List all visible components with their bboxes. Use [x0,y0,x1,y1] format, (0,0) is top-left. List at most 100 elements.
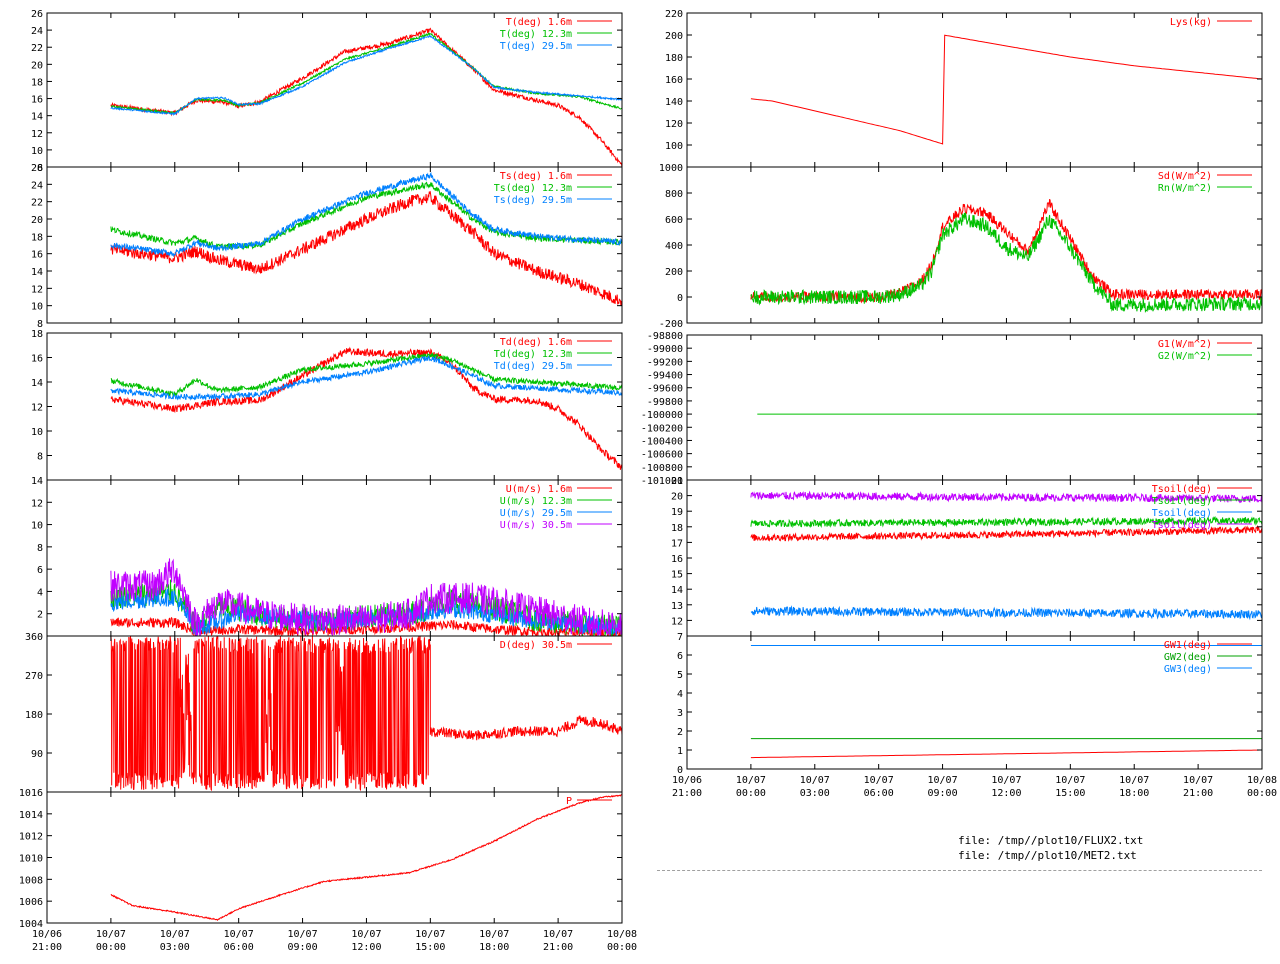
y-tick-label: -99000 [647,344,683,355]
y-tick-label: 1008 [19,875,43,886]
x-tick-label: 00:00 [736,788,766,799]
y-tick-label: 4 [37,587,43,598]
x-tick-label: 21:00 [543,942,573,953]
y-tick-label: 22 [31,198,43,209]
panel-groundwater-data [750,645,1262,759]
x-tick-label: 03:00 [160,942,190,953]
y-tick-label: 1016 [19,788,43,799]
panel-wind-dir-data [110,636,622,792]
x-tick-label: 10/07 [800,775,830,786]
y-tick-label: 360 [25,632,43,643]
panel-air-temp-data [110,27,622,167]
x-tick-label: 00:00 [96,942,126,953]
series-line [110,171,622,258]
y-tick-label: 200 [665,267,683,278]
y-tick-label: 0 [677,293,683,304]
legend-label: GW2(deg) [1164,652,1212,663]
y-tick-label: 1006 [19,897,43,908]
y-tick-label: 20 [671,492,683,503]
series-line [750,198,1262,304]
legend-label: Tsoil(deg) [1152,508,1212,519]
y-tick-label: -101000 [641,476,683,487]
legend-label: Sd(W/m^2) [1158,171,1212,182]
y-tick-label: 1004 [19,919,43,930]
y-tick-label: 18 [31,232,43,243]
y-tick-label: 8 [37,452,43,463]
y-tick-label: 12 [31,403,43,414]
legend-label: U(m/s) 29.5m [500,508,572,519]
y-tick-label: -99600 [647,384,683,395]
y-tick-label: 14 [31,267,43,278]
file-label-met: file: /tmp//plot10/MET2.txt [958,849,1137,862]
legend-label: Td(deg) 29.5m [494,361,572,372]
y-tick-label: 600 [665,215,683,226]
x-tick-label: 10/06 [32,929,62,940]
y-tick-label: 5 [677,670,683,681]
y-tick-label: 21 [671,476,683,487]
x-tick-label: 21:00 [1183,788,1213,799]
y-tick-label: -100600 [641,450,683,461]
y-tick-label: 90 [31,749,43,760]
x-tick-label: 10/07 [415,929,445,940]
y-tick-label: 270 [25,671,43,682]
x-tick-label: 12:00 [991,788,1021,799]
y-tick-label: 14 [31,476,43,487]
series-line [750,34,1262,145]
series-line [110,27,622,167]
legend-label: GW1(deg) [1164,640,1212,651]
x-tick-label: 18:00 [479,942,509,953]
x-tick-label: 18:00 [1119,788,1149,799]
legend-label: Tsoil(deg) [1152,520,1212,531]
panel-sonic-temp-data [110,171,622,307]
x-tick-label: 10/07 [1119,775,1149,786]
y-tick-label: 14 [31,378,43,389]
legend-label: G1(W/m^2) [1158,339,1212,350]
y-tick-label: 2 [37,610,43,621]
y-tick-label: 180 [25,710,43,721]
y-tick-label: 800 [665,189,683,200]
y-tick-label: -100000 [641,410,683,421]
panel-lys-data [750,34,1262,145]
y-tick-label: 6 [677,651,683,662]
series-line [750,524,1262,542]
y-tick-label: 16 [31,250,43,261]
series-line [110,355,622,401]
x-tick-label: 10/07 [928,775,958,786]
x-tick-label: 10/07 [96,929,126,940]
y-tick-label: 15 [671,570,683,581]
y-tick-label: 12 [31,284,43,295]
x-tick-label: 10/07 [1183,775,1213,786]
legend-label: Tsoil(deg) [1152,484,1212,495]
y-tick-label: 17 [671,538,683,549]
series-line [110,352,622,398]
y-tick-label: 12 [31,129,43,140]
y-tick-label: 24 [31,180,43,191]
y-tick-label: 3 [677,708,683,719]
y-tick-label: 0 [677,765,683,776]
y-tick-label: 26 [31,163,43,174]
legend-label: Td(deg) 12.3m [494,349,572,360]
x-tick-label: 10/07 [224,929,254,940]
x-tick-label: 10/07 [479,929,509,940]
legend-label: Tsoil(deg) [1152,496,1212,507]
y-tick-label: 16 [31,354,43,365]
panel-lys-frame [686,12,1263,168]
series-line [750,749,1262,759]
y-tick-label: 160 [665,75,683,86]
series-line [750,515,1262,529]
y-tick-label: 26 [31,9,43,20]
legend-label: T(deg) 12.3m [500,29,572,40]
y-tick-label: 16 [31,95,43,106]
x-tick-label: 06:00 [224,942,254,953]
panel-pressure-data [110,794,622,921]
y-tick-label: -100200 [641,423,683,434]
y-tick-label: 10 [31,427,43,438]
panel-groundwater-frame [686,635,1263,770]
x-tick-label: 10/07 [288,929,318,940]
y-tick-label: 220 [665,9,683,20]
y-tick-label: 22 [31,43,43,54]
legend-label: P [566,796,572,807]
series-line [750,605,1262,621]
x-tick-label: 09:00 [288,942,318,953]
series-line [110,346,622,470]
